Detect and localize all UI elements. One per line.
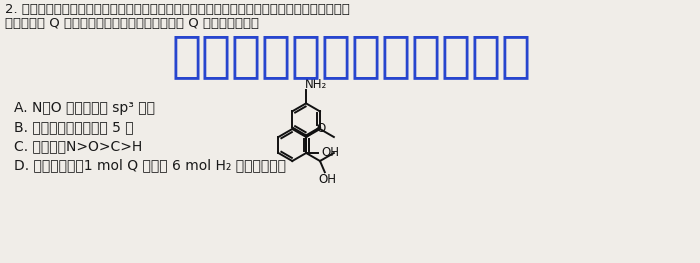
Text: B. 苯环上的一氯代物有 5 种: B. 苯环上的一氯代物有 5 种 xyxy=(14,120,134,134)
Text: A. N，O 原子均采取 sp³ 杂化: A. N，O 原子均采取 sp³ 杂化 xyxy=(14,101,155,115)
Text: O: O xyxy=(316,122,326,135)
Text: 微信公众号关注，趋找答案: 微信公众号关注，趋找答案 xyxy=(172,32,532,80)
Text: 种活性物质 Q 的结构简式如下图所示，下列有关 Q 的说法正确的是: 种活性物质 Q 的结构简式如下图所示，下列有关 Q 的说法正确的是 xyxy=(5,17,259,30)
Text: NH₂: NH₂ xyxy=(305,78,327,91)
Text: C. 电负性：N>O>C>H: C. 电负性：N>O>C>H xyxy=(14,139,142,153)
Text: D. 一定条件下，1 mol Q 最多与 6 mol H₂ 发生加成反应: D. 一定条件下，1 mol Q 最多与 6 mol H₂ 发生加成反应 xyxy=(14,158,286,172)
Text: 2. 香蕉皮富含各种有益的生物活性成分，可以预防心血管疾病、癌症、糖尿病和肥胖症，其中一: 2. 香蕉皮富含各种有益的生物活性成分，可以预防心血管疾病、癌症、糖尿病和肥胖症… xyxy=(5,3,350,16)
Text: OH: OH xyxy=(318,173,337,186)
Text: OH: OH xyxy=(321,146,339,159)
